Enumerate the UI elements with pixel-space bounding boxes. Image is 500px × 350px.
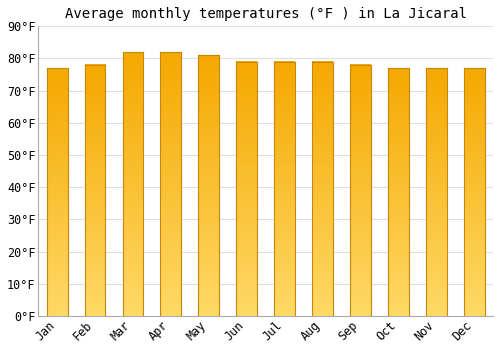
Title: Average monthly temperatures (°F ) in La Jicaral: Average monthly temperatures (°F ) in La… bbox=[64, 7, 466, 21]
